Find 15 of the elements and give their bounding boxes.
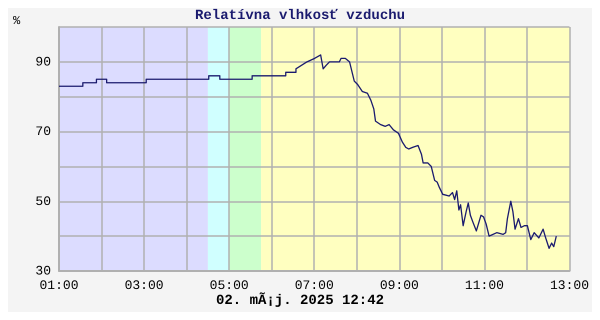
y-tick-label: 70 xyxy=(35,124,51,140)
x-tick-label: 13:00 xyxy=(550,278,590,293)
x-tick-label: 07:00 xyxy=(294,278,334,293)
y-tick-label: 30 xyxy=(35,264,51,278)
x-tick-label: 05:00 xyxy=(210,278,249,293)
x-tick-label: 11:00 xyxy=(464,278,504,293)
line-series xyxy=(58,54,557,249)
y-tick-label: 50 xyxy=(35,194,51,209)
y-axis-title: % xyxy=(13,14,21,28)
y-tick-label: 90 xyxy=(35,54,51,70)
chart-title: Relatívna vlhkosť vzduchu xyxy=(194,8,406,24)
x-tick-label: 03:00 xyxy=(124,278,164,293)
x-tick-label: 01:00 xyxy=(39,278,79,293)
text: 02. mÃ¡j. 2025 12:42 xyxy=(216,292,384,309)
x-tick-label: 09:00 xyxy=(380,278,419,293)
